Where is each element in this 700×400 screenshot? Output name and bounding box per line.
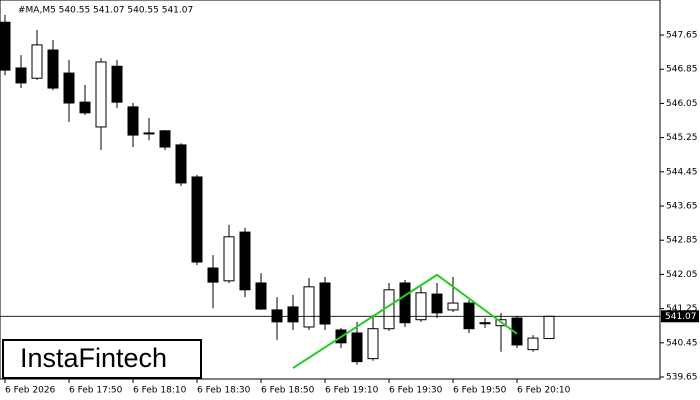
- candle-body: [31, 44, 43, 79]
- candle-body: [15, 67, 27, 84]
- candle-body: [95, 61, 107, 128]
- candle-body: [47, 49, 59, 89]
- y-tick-label: 539.65: [666, 373, 698, 383]
- pattern-line: [292, 273, 518, 369]
- candle-body: [303, 286, 315, 328]
- candle-body: [239, 231, 251, 291]
- candle-body: [63, 72, 75, 104]
- candle-body: [111, 65, 123, 103]
- candle-body: [127, 106, 139, 136]
- candle-body: [367, 328, 379, 360]
- watermark-box: [2, 339, 202, 379]
- x-tick-label: 6 Feb 18:30: [197, 386, 251, 396]
- candle-body: [287, 306, 299, 323]
- candle-body: [479, 322, 491, 325]
- x-tick-label: 6 Feb 18:50: [261, 386, 315, 396]
- candle-body: [463, 302, 475, 330]
- candle-body: [511, 317, 523, 346]
- candle-body: [79, 101, 91, 114]
- y-tick-label: 542.05: [666, 270, 698, 280]
- y-tick-label: 540.45: [666, 338, 698, 348]
- watermark: InstaFintech: [20, 343, 167, 373]
- candle-body: [223, 236, 235, 282]
- candle-body: [447, 302, 459, 311]
- candle-body: [207, 267, 219, 283]
- x-tick-label: 6 Feb 19:10: [325, 386, 379, 396]
- candle-body: [0, 21, 11, 71]
- y-tick-label: 546.05: [666, 99, 698, 109]
- y-tick-label: 543.65: [666, 202, 698, 212]
- candle-body: [271, 309, 283, 323]
- candle-body: [191, 176, 203, 263]
- candle-body: [399, 282, 411, 324]
- candle-body: [143, 132, 155, 135]
- x-tick-label: 6 Feb 20:10: [517, 386, 571, 396]
- current-price-label: 541.07: [665, 312, 697, 322]
- candle-body: [543, 315, 555, 340]
- y-tick-label: 545.25: [666, 133, 698, 143]
- candle-body: [351, 332, 363, 363]
- y-tick-label: 547.65: [666, 31, 698, 41]
- y-tick-label: 542.85: [666, 236, 698, 246]
- x-tick-label: 6 Feb 17:50: [69, 386, 123, 396]
- candle-body: [159, 130, 171, 148]
- x-tick-label: 6 Feb 18:10: [133, 386, 187, 396]
- candle-body: [319, 282, 331, 325]
- y-tick-label: 541.25: [666, 304, 698, 314]
- candle-body: [431, 293, 443, 314]
- candle-body: [255, 282, 267, 310]
- current-price-box: [661, 310, 699, 323]
- x-tick-label: 6 Feb 2026: [5, 386, 56, 396]
- x-tick-label: 6 Feb 19:30: [389, 386, 443, 396]
- plot-frame: [0, 0, 661, 380]
- y-tick-label: 544.45: [666, 167, 698, 177]
- candle-body: [175, 144, 187, 184]
- x-tick-label: 6 Feb 19:50: [453, 386, 507, 396]
- candle-body: [415, 292, 427, 321]
- candle-body: [527, 337, 539, 351]
- chart-header: #MA,M5 540.55 541.07 540.55 541.07: [18, 6, 193, 16]
- y-tick-label: 546.85: [666, 65, 698, 75]
